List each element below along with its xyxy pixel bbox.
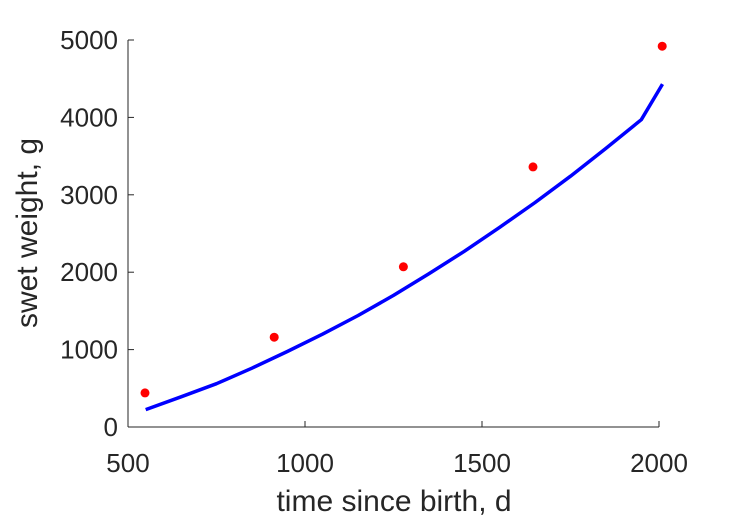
data-point-1 (269, 332, 279, 342)
x-tick-label-1: 1000 (276, 448, 334, 478)
y-tick-label-4: 4000 (60, 102, 118, 132)
axes (127, 40, 659, 428)
y-tick-label-2: 2000 (60, 257, 118, 287)
x-ticks: 500 1000 1500 2000 (106, 421, 688, 478)
y-tick-label-3: 3000 (60, 180, 118, 210)
x-axis-title: time since birth, d (276, 485, 511, 518)
data-point-0 (140, 388, 150, 398)
y-ticks: 0 1000 2000 3000 4000 5000 (60, 25, 134, 442)
x-tick-label-2: 1500 (453, 448, 511, 478)
x-tick-label-0: 500 (106, 448, 149, 478)
y-tick-label-5: 5000 (60, 25, 118, 55)
data-point-3 (528, 162, 538, 172)
data-point-4 (657, 41, 667, 51)
data-point-2 (398, 262, 408, 272)
plot-series (140, 41, 667, 412)
y-tick-label-1: 1000 (60, 335, 118, 365)
y-axis-title: swet weight, g (11, 138, 44, 328)
fit-curve-line (145, 83, 665, 412)
y-tick-label-0: 0 (104, 412, 118, 442)
x-tick-label-3: 2000 (630, 448, 688, 478)
